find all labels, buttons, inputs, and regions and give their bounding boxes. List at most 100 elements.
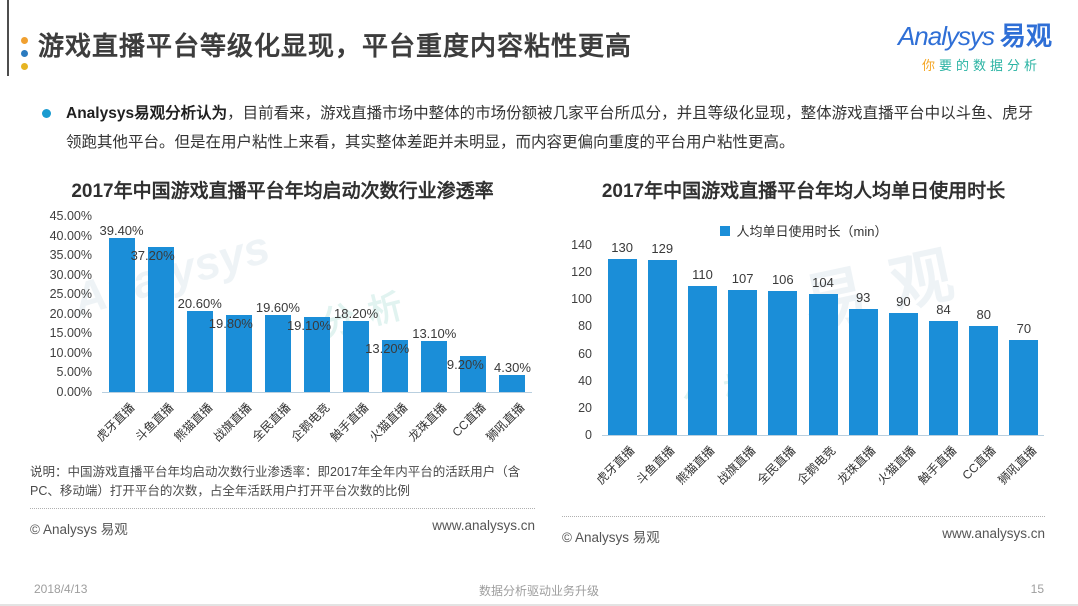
footer-date: 2018/4/13 bbox=[34, 582, 88, 596]
x-category-label: 狮吼直播 bbox=[483, 400, 528, 445]
bar bbox=[225, 315, 252, 392]
y-tick-label: 30.00% bbox=[49, 267, 92, 282]
bar bbox=[607, 259, 637, 435]
bar-value-label: 39.40% bbox=[99, 223, 144, 238]
footer-page-number: 15 bbox=[1030, 582, 1044, 596]
right-copyright: © Analysys 易观 bbox=[562, 530, 660, 545]
bar-value-label: 4.30% bbox=[494, 360, 531, 375]
page-title: 游戏直播平台等级化显现，平台重度内容粘性更高 bbox=[38, 31, 633, 61]
bar bbox=[147, 247, 174, 392]
x-category-label: 触手直播 bbox=[327, 400, 372, 445]
bar bbox=[499, 375, 526, 392]
x-category-label: 虎牙直播 bbox=[93, 400, 137, 445]
y-tick-label: 0.00% bbox=[56, 385, 92, 399]
x-category-label: 战旗直播 bbox=[714, 443, 758, 488]
x-category-label: 全民直播 bbox=[754, 443, 799, 488]
bar-value-label: 19.80% bbox=[208, 316, 253, 331]
y-tick-label: 25.00% bbox=[49, 287, 92, 302]
y-tick-label: 5.00% bbox=[56, 365, 92, 380]
title-bullet-dots bbox=[21, 37, 28, 76]
bar-value-label: 129 bbox=[651, 241, 674, 256]
bar bbox=[108, 238, 135, 392]
orange-dot-icon bbox=[21, 37, 28, 44]
left-dotted-divider bbox=[30, 507, 535, 509]
summary-text: ，目前看来，游戏直播市场中整体的市场份额被几家平台所瓜分，并且等级化显现，整体游… bbox=[66, 105, 1034, 151]
x-category-label: 斗鱼直播 bbox=[132, 400, 176, 445]
x-category-label: 熊猫直播 bbox=[171, 400, 216, 445]
bar-value-label: 18.20% bbox=[334, 306, 379, 321]
left-site-link: www.analysys.cn bbox=[432, 517, 535, 533]
bar bbox=[264, 315, 291, 392]
bar bbox=[969, 326, 999, 435]
left-y-axis: 45.00% 40.00% 35.00% 30.00% 25.00% 20.00% 15.0… bbox=[30, 209, 102, 399]
bar-value-label: 19.10% bbox=[286, 318, 332, 333]
y-tick-label: 35.00% bbox=[49, 248, 92, 263]
y-tick-label: 100 bbox=[571, 292, 592, 307]
yellow-dot-icon bbox=[21, 63, 28, 70]
y-tick-label: 40.00% bbox=[49, 228, 92, 243]
right-y-axis: 140 120 100 80 60 40 20 0 bbox=[562, 238, 602, 442]
legend-swatch-icon bbox=[719, 225, 730, 236]
right-dotted-divider bbox=[562, 516, 1045, 517]
y-tick-label: 20.00% bbox=[49, 306, 92, 321]
left-plot-area: 39.40% 37.20% 20.60% 19.80% 19.60% 19.10% 18.2… bbox=[100, 217, 532, 393]
bar-value-label: 130 bbox=[611, 240, 633, 255]
x-category-label: 斗鱼直播 bbox=[633, 443, 678, 488]
bar bbox=[304, 317, 330, 392]
y-tick-label: 0 bbox=[585, 428, 592, 442]
bar bbox=[728, 290, 758, 435]
y-tick-label: 40 bbox=[578, 373, 592, 388]
x-category-label: 企鹅电竞 bbox=[288, 400, 333, 445]
y-tick-label: 10.00% bbox=[49, 345, 92, 360]
bar bbox=[808, 294, 838, 435]
x-category-label: 战旗直播 bbox=[210, 400, 255, 445]
slide-edge-accent-line bbox=[7, 0, 9, 76]
bar bbox=[768, 291, 798, 435]
left-copyright: © Analysys 易观 bbox=[30, 521, 128, 537]
bar-value-label: 9.20% bbox=[446, 357, 484, 372]
logo-tagline: 你要的数据分析 bbox=[921, 58, 1041, 73]
bar-value-label: 90 bbox=[896, 294, 911, 309]
bar-value-label: 13.10% bbox=[412, 326, 457, 341]
right-chart-legend: 人均单日使用时长（min） bbox=[562, 221, 1045, 240]
bar-value-label: 19.60% bbox=[255, 300, 300, 315]
bar bbox=[382, 340, 409, 392]
bar-value-label: 107 bbox=[731, 271, 754, 286]
bar bbox=[421, 341, 448, 392]
y-tick-label: 80 bbox=[578, 319, 592, 334]
x-category-label: 全民直播 bbox=[249, 400, 294, 445]
right-x-axis: 虎牙直播 斗鱼直播 熊猫直播 战旗直播 全民直播 企鹅电竞 龙珠直播 火猫直播 触手直播 CC直播… bbox=[594, 436, 1044, 500]
y-tick-label: 45.00% bbox=[49, 209, 92, 223]
analysys-logo: Analysys 易观 你要的数据分析 bbox=[898, 16, 1052, 74]
y-tick-label: 20 bbox=[578, 400, 592, 415]
x-category-label: 熊猫直播 bbox=[673, 443, 718, 488]
bar-value-label: 80 bbox=[976, 307, 991, 322]
bar bbox=[929, 321, 959, 435]
footer-slogan: 数据分析驱动业务升级 bbox=[478, 584, 599, 598]
bar-value-label: 37.20% bbox=[130, 248, 175, 263]
chart-panel-daily-usage: 易观 分析 2017年中国游戏直播平台年均人均单日使用时长 人均单日使用时长（m… bbox=[562, 176, 1045, 546]
bar bbox=[1009, 340, 1039, 435]
chart-panel-launch-penetration: Analysys 分析 2017年中国游戏直播平台年均启动次数行业渗透率 45.… bbox=[30, 176, 535, 538]
analyst-summary: Analysys易观分析认为，目前看来，游戏直播市场中整体的市场份额被几家平台所… bbox=[40, 99, 1042, 157]
slide-footer: 2018/4/13 数据分析驱动业务升级 15 bbox=[0, 572, 1078, 606]
bullet-dot-icon bbox=[42, 109, 51, 118]
bar-value-label: 13.20% bbox=[365, 341, 410, 356]
bar bbox=[186, 311, 213, 392]
y-tick-label: 15.00% bbox=[49, 326, 92, 341]
x-category-label: 火猫直播 bbox=[874, 443, 919, 488]
bar bbox=[460, 356, 487, 392]
right-plot-area: 130 129 110 107 106 104 93 90 84 80 70 bbox=[602, 240, 1044, 436]
bar bbox=[888, 313, 918, 435]
summary-lead: Analysys易观分析认为 bbox=[66, 105, 228, 122]
left-chart-note: 说明：中国游戏直播平台年均启动次数行业渗透率：即2017年全年内平台的活跃用户（… bbox=[30, 465, 521, 499]
y-tick-label: 120 bbox=[571, 265, 592, 280]
logo-brand-cn: 易观 bbox=[999, 21, 1052, 51]
x-category-label: 虎牙直播 bbox=[593, 443, 638, 488]
legend-label: 人均单日使用时长（min） bbox=[736, 224, 888, 239]
bar bbox=[687, 286, 717, 435]
x-category-label: 企鹅电竞 bbox=[794, 443, 839, 488]
bar-value-label: 106 bbox=[771, 272, 794, 287]
bar-value-label: 93 bbox=[855, 290, 871, 305]
bar-value-label: 20.60% bbox=[177, 296, 222, 311]
